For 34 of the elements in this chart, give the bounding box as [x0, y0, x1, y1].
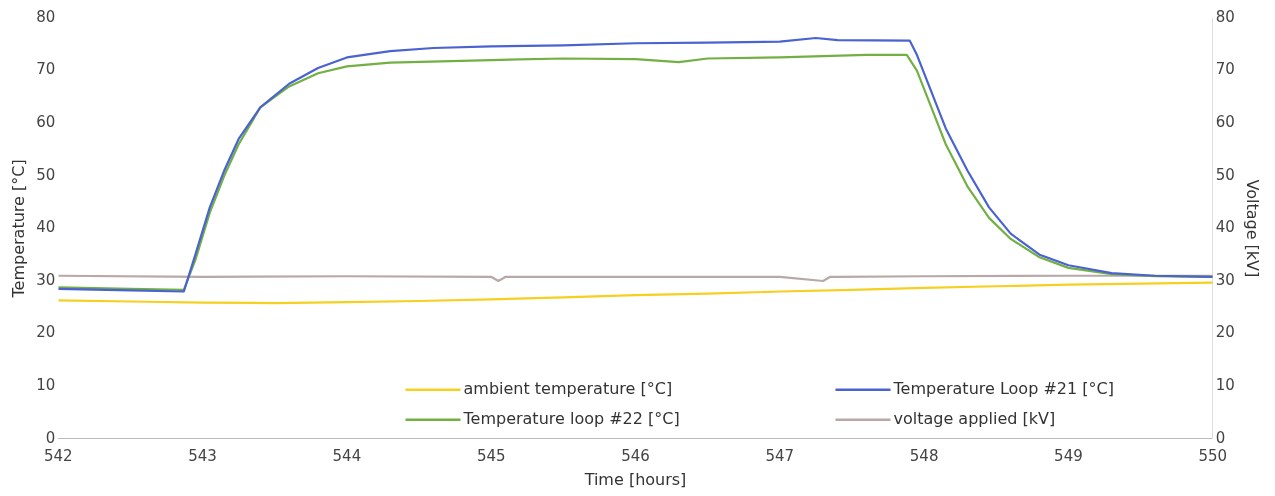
y-tick-label: 60 [36, 113, 56, 132]
y2-tick-label: 40 [1215, 218, 1235, 237]
x-tick-label: 547 [765, 446, 795, 465]
x-tick-label: 545 [476, 446, 506, 465]
x-tick-label: 542 [43, 446, 73, 465]
x-tick-label: 549 [1054, 446, 1083, 465]
y-tick-label: 80 [36, 7, 56, 26]
x-tick-label: 544 [332, 446, 362, 465]
y-tick-label: 70 [36, 60, 56, 79]
legend-label: Temperature Loop #21 [°C] [892, 378, 1114, 398]
x-tick-label: 550 [1198, 446, 1228, 465]
y-tick-label: 50 [36, 165, 56, 184]
y2-axis-title: Voltage [kV] [1243, 179, 1263, 278]
y2-tick-label: 50 [1215, 165, 1235, 184]
y2-tick-label: 20 [1215, 323, 1235, 342]
legend-label: voltage applied [kV] [893, 408, 1056, 428]
y-tick-label: 10 [36, 376, 56, 395]
x-tick-label: 548 [909, 446, 939, 465]
x-tick-label: 543 [188, 446, 217, 465]
y-tick-label: 0 [45, 428, 56, 447]
y-axis-title: Temperature [°C] [8, 159, 28, 299]
y2-tick-label: 10 [1215, 376, 1235, 395]
legend-label: Temperature loop #22 [°C] [462, 408, 680, 428]
y2-tick-label: 80 [1215, 7, 1235, 26]
y2-tick-label: 30 [1215, 270, 1235, 289]
x-tick-label: 546 [621, 446, 650, 465]
y2-tick-label: 70 [1215, 60, 1235, 79]
y2-tick-label: 0 [1215, 428, 1226, 447]
y-tick-label: 20 [36, 323, 56, 342]
x-axis-title: Time [hours] [583, 469, 687, 489]
legend-label: ambient temperature [°C] [463, 378, 673, 398]
y2-tick-label: 60 [1215, 113, 1235, 132]
y-tick-label: 40 [36, 218, 56, 237]
y-tick-label: 30 [36, 270, 56, 289]
